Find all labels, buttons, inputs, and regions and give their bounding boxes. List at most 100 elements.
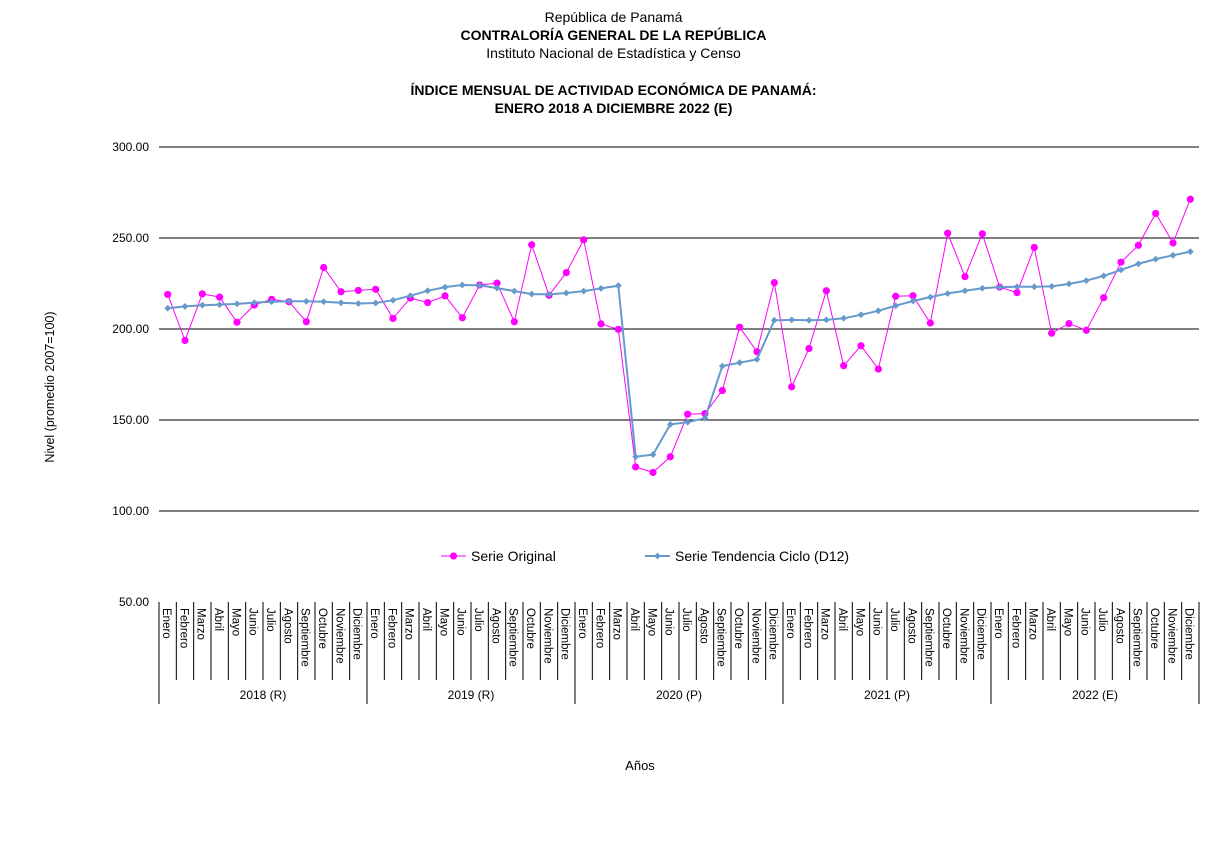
x-tick-label-month: Mayo [1061, 608, 1073, 636]
x-tick-label-month: Febrero [1009, 608, 1021, 648]
x-tick-label-month: Septiembre [299, 608, 311, 667]
data-point-trend [666, 420, 674, 428]
data-point-trend [892, 302, 900, 310]
data-point-original [302, 318, 310, 326]
x-tick-label-month: Octubre [316, 608, 328, 649]
data-point-original [805, 344, 813, 353]
header-line-contraloria: CONTRALORÍA GENERAL DE LA REPÚBLICA [460, 27, 767, 43]
chart-title-line2: ENERO 2018 A DICIEMBRE 2022 (E) [494, 100, 733, 116]
x-tick-label-month: Diciembre [351, 608, 363, 660]
x-tick-label-month: Enero [576, 608, 588, 639]
data-point-original [770, 278, 778, 287]
data-point-trend [458, 281, 466, 289]
x-tick-label-month: Octubre [940, 608, 952, 649]
data-point-original [389, 314, 397, 323]
data-point-trend [649, 451, 657, 458]
x-tick-label-month: Junio [663, 608, 675, 636]
data-point-original [372, 285, 380, 293]
data-point-original [337, 288, 345, 296]
data-point-trend [406, 292, 414, 300]
x-tick-label-month: Febrero [593, 608, 605, 648]
x-tick-label-month: Julio [680, 608, 692, 632]
data-point-trend [181, 303, 189, 310]
data-point-original [857, 342, 865, 350]
data-point-original [1186, 195, 1194, 203]
data-point-original [354, 286, 362, 295]
data-point-trend [614, 282, 622, 290]
x-tick-label-month: Enero [160, 608, 172, 639]
data-point-trend [805, 316, 813, 324]
data-point-original [1134, 241, 1142, 249]
legend-label: Serie Original [471, 548, 556, 564]
data-point-trend [822, 316, 830, 324]
x-tick-label-month: Agosto [1113, 608, 1125, 644]
data-point-trend [320, 298, 328, 306]
data-point-trend [1117, 266, 1125, 274]
data-point-trend [926, 293, 934, 301]
x-tick-label-month: Septiembre [923, 608, 935, 667]
data-point-original [1065, 319, 1073, 328]
data-point-original [822, 287, 830, 295]
x-tick-label-year: 2018 (R) [240, 688, 287, 702]
data-point-trend [770, 316, 778, 324]
y-tick-label: 200.00 [112, 322, 149, 336]
y-tick-label: 300.00 [112, 140, 149, 154]
data-point-trend [961, 287, 969, 295]
data-point-trend [1048, 283, 1056, 290]
x-tick-label-month: Abril [836, 608, 848, 631]
x-tick-label-month: Julio [472, 608, 484, 632]
y-tick-label: 100.00 [112, 504, 149, 518]
x-tick-label-month: Enero [992, 608, 1004, 639]
x-tick-label-month: Octubre [1148, 608, 1160, 649]
series-line [167, 199, 1191, 473]
data-point-original [1117, 258, 1125, 266]
x-tick-label-month: Septiembre [715, 608, 727, 667]
x-tick-label-month: Octubre [732, 608, 744, 649]
x-tick-label-month: Agosto [905, 608, 917, 644]
data-point-original [493, 279, 501, 287]
data-point-trend [909, 297, 917, 305]
x-tick-label-month: Abril [628, 608, 640, 631]
data-point-trend [424, 287, 432, 295]
y-tick-label: 50.00 [119, 595, 149, 609]
data-point-trend [528, 290, 536, 298]
x-axis-label: Años [625, 758, 655, 773]
data-point-trend [840, 314, 848, 322]
header-line-institute: Instituto Nacional de Estadística y Cens… [486, 45, 741, 61]
data-point-trend [285, 297, 293, 305]
legend-marker [654, 552, 661, 560]
chart-title-line1: ÍNDICE MENSUAL DE ACTIVIDAD ECONÓMICA DE… [410, 82, 817, 98]
x-tick-label-month: Julio [888, 608, 900, 632]
data-point-original [1013, 289, 1021, 297]
data-point-trend [1152, 255, 1160, 263]
x-tick-label-month: Agosto [281, 608, 293, 644]
data-point-original [580, 236, 588, 244]
x-tick-label-month: Diciembre [767, 608, 779, 660]
x-tick-label-month: Diciembre [1183, 608, 1195, 660]
x-tick-label-month: Noviembre [957, 608, 969, 664]
x-tick-label-month: Mayo [229, 608, 241, 636]
data-point-trend [545, 291, 553, 298]
x-tick-label-month: Abril [420, 608, 432, 631]
data-point-trend [736, 359, 744, 367]
x-tick-label-month: Junio [247, 608, 259, 636]
data-point-trend [233, 300, 241, 308]
data-point-original [424, 299, 432, 307]
x-tick-label-month: Enero [784, 608, 796, 639]
data-point-trend [944, 290, 952, 297]
x-tick-label-month: Febrero [801, 608, 813, 648]
data-point-trend [874, 307, 882, 315]
data-point-original [892, 292, 900, 300]
data-point-original [944, 229, 952, 237]
data-point-trend [684, 418, 692, 426]
data-point-original [597, 320, 605, 328]
data-point-trend [372, 299, 380, 307]
data-point-trend [164, 304, 172, 312]
x-tick-label-month: Marzo [1027, 608, 1039, 640]
data-point-original [562, 268, 570, 277]
x-tick-label-month: Febrero [177, 608, 189, 648]
data-point-trend [1169, 251, 1177, 259]
data-point-trend [476, 281, 484, 289]
data-point-trend [198, 301, 206, 309]
